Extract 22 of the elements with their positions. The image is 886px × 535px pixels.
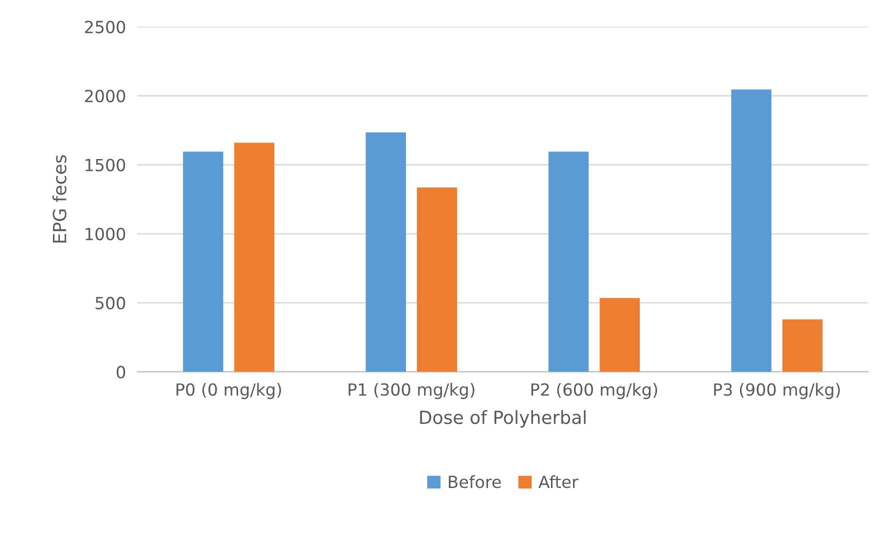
x-tick-label: P1 (300 mg/kg) <box>348 382 474 400</box>
bar <box>366 132 406 372</box>
y-axis-title: EPG feces <box>52 155 66 242</box>
bar <box>234 142 274 372</box>
legend-label: After <box>538 475 578 488</box>
x-axis-title: Dose of Polyherbal <box>420 410 586 428</box>
y-tick-label: 1500 <box>86 158 126 172</box>
bar <box>183 152 224 372</box>
y-tick-label: 2000 <box>85 90 126 102</box>
bar <box>782 319 823 372</box>
x-tick-label: P3 (900 mg/kg) <box>714 382 840 400</box>
y-tick-label: 0 <box>116 366 126 378</box>
y-tick-label: 2500 <box>85 20 126 34</box>
legend-label: Before <box>448 475 501 488</box>
bar <box>731 90 772 372</box>
x-tick-label: P0 (0 mg/kg) <box>176 382 282 400</box>
x-tick-label: P2 (600 mg/kg) <box>531 382 658 400</box>
bar <box>600 298 640 372</box>
y-tick-label: 1000 <box>86 228 126 240</box>
bar <box>416 188 458 372</box>
y-tick-label: 500 <box>96 296 126 310</box>
bar <box>548 152 589 372</box>
